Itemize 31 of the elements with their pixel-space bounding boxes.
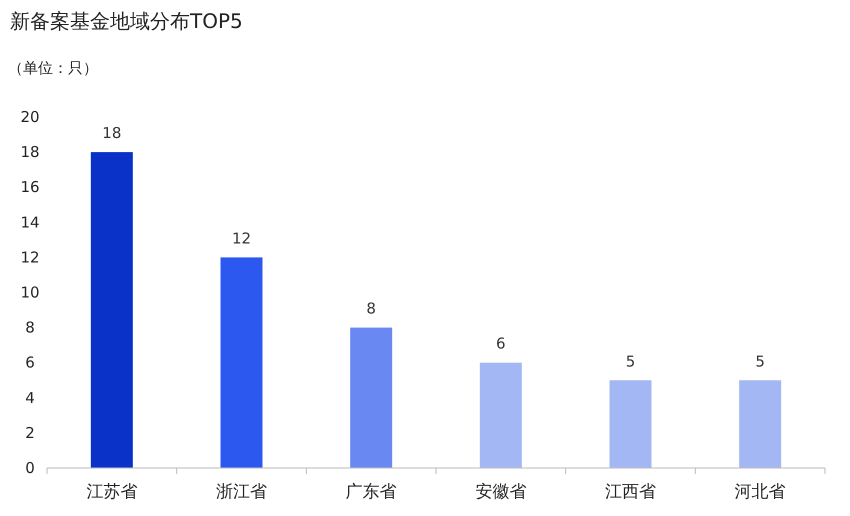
y-tick-label: 0 — [25, 459, 35, 477]
x-tick-label: 河北省 — [734, 482, 786, 502]
y-tick-label: 20 — [20, 108, 40, 126]
x-tick-label: 安徽省 — [475, 482, 526, 502]
data-label: 12 — [232, 229, 252, 248]
data-label: 6 — [496, 334, 506, 353]
x-tick-label: 广东省 — [346, 482, 397, 502]
y-tick-label: 6 — [25, 354, 35, 372]
y-tick-label: 4 — [25, 388, 35, 407]
bar — [220, 257, 262, 468]
bar — [90, 152, 133, 468]
data-label: 5 — [626, 352, 636, 370]
bar — [350, 328, 392, 468]
y-tick-label: 18 — [20, 143, 40, 162]
x-tick-label: 江苏省 — [86, 482, 138, 502]
bar — [739, 380, 782, 468]
bar — [610, 380, 652, 468]
bar — [480, 362, 522, 468]
y-tick-label: 2 — [25, 424, 35, 442]
data-label: 18 — [102, 124, 122, 142]
chart-title: 新备案基金地域分布TOP5 — [10, 9, 243, 33]
data-label: 5 — [755, 352, 765, 370]
y-axis-title: （单位：只） — [8, 59, 98, 77]
y-tick-label: 12 — [20, 248, 40, 266]
y-tick-label: 16 — [20, 178, 40, 196]
data-label: 8 — [366, 300, 376, 318]
y-tick-label: 8 — [25, 318, 35, 337]
x-tick-label: 浙江省 — [216, 482, 267, 502]
y-tick-label: 14 — [20, 213, 40, 232]
x-tick-label: 江西省 — [605, 482, 656, 502]
y-tick-label: 10 — [20, 284, 40, 302]
